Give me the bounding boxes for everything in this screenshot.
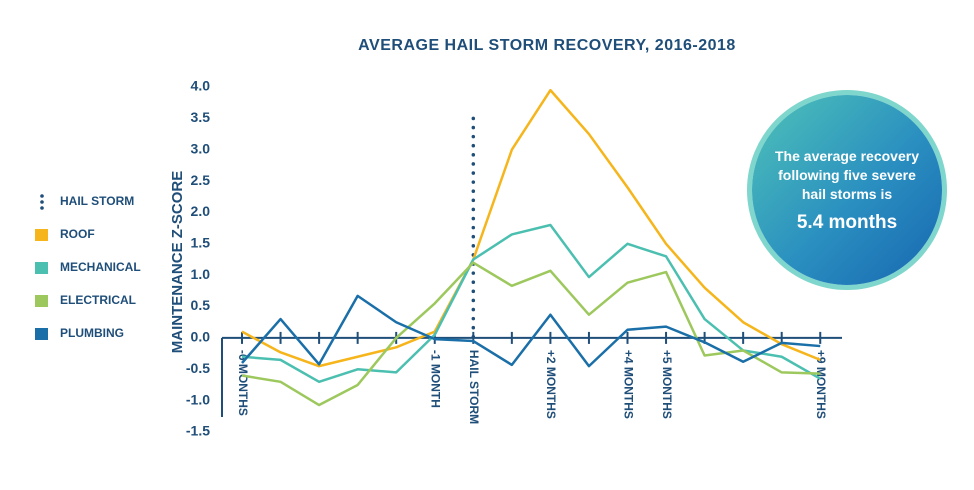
x-tick-label: +2 MONTHS xyxy=(544,350,558,419)
x-tick-label: HAIL STORM xyxy=(467,350,481,424)
series-line xyxy=(241,294,821,368)
legend-label: HAIL STORM xyxy=(60,194,134,208)
series-line xyxy=(241,223,821,384)
y-axis-label: MAINTENANCE Z-SCORE xyxy=(169,171,186,354)
legend-marker-dot xyxy=(40,200,44,204)
y-tick-label: 1.5 xyxy=(191,235,211,251)
legend-label: ELECTRICAL xyxy=(60,293,136,307)
x-tick-label: +5 MONTHS xyxy=(660,350,674,419)
legend-label: ROOF xyxy=(60,227,95,241)
y-tick-label: 0.0 xyxy=(191,329,211,345)
legend-swatch xyxy=(35,295,48,307)
y-tick-label: 0.5 xyxy=(191,297,211,313)
callout: The average recovery following five seve… xyxy=(752,95,942,285)
y-tick-label: 3.5 xyxy=(191,109,211,125)
y-tick-label: 1.0 xyxy=(191,266,211,282)
legend-marker-dot xyxy=(40,194,44,198)
legend-marker-dot xyxy=(40,206,44,210)
y-tick-label: 2.5 xyxy=(191,172,211,188)
y-tick-label: 2.0 xyxy=(191,203,211,219)
y-tick-label: -1.0 xyxy=(186,391,210,407)
y-tick-label: -0.5 xyxy=(186,360,210,376)
legend-swatch xyxy=(35,328,48,340)
callout-highlight: 5.4 months xyxy=(796,211,898,233)
x-tick-label: +9 MONTHS xyxy=(814,350,828,419)
chart-title: AVERAGE HAIL STORM RECOVERY, 2016-2018 xyxy=(358,37,736,54)
y-tick-label: 3.0 xyxy=(191,140,211,156)
x-tick-label: +4 MONTHS xyxy=(621,350,635,419)
legend-label: PLUMBING xyxy=(60,326,124,340)
legend-label: MECHANICAL xyxy=(60,260,141,274)
series-line xyxy=(241,88,821,368)
legend-swatch xyxy=(35,262,48,274)
callout-text: The average recovery following five seve… xyxy=(775,147,919,202)
series-line xyxy=(241,261,821,407)
legend-swatch xyxy=(35,229,48,241)
y-tick-label: 4.0 xyxy=(191,78,211,94)
x-tick-label: -6 MONTHS xyxy=(236,350,250,416)
x-tick-label: -1 MONTH xyxy=(429,350,443,408)
y-tick-label: -1.5 xyxy=(186,423,210,439)
